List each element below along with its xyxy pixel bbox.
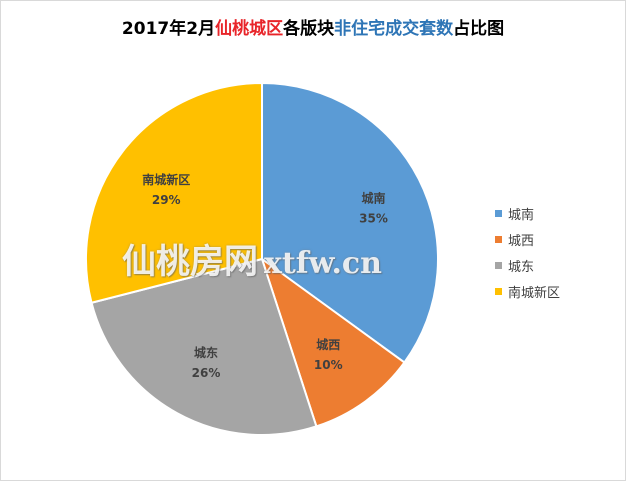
legend-item-1: 城南 (495, 200, 560, 226)
legend-label: 城南 (508, 207, 535, 223)
slice-percent-3: 26% (192, 366, 221, 380)
chart-title: 2017年2月仙桃城区各版块非住宅成交套数占比图 (0, 14, 626, 39)
title-part-date: 2017年2月 (121, 19, 216, 39)
pie-slice-1 (261, 81, 439, 364)
legend-swatch (495, 235, 502, 243)
slice-label-4: 南城新区 (142, 172, 190, 187)
title-part-type: 非住宅成交套数 (334, 19, 454, 39)
slice-label-2: 城西 (316, 337, 340, 352)
slice-percent-2: 10% (314, 358, 343, 372)
legend-item-3: 城东 (495, 252, 560, 278)
legend-swatch (495, 287, 502, 295)
legend-label: 城西 (508, 233, 535, 249)
legend-label: 南城新区 (508, 285, 561, 301)
pie-slice-4 (85, 81, 263, 304)
legend-item-4: 南城新区 (495, 278, 560, 304)
legend-item-2: 城西 (495, 226, 560, 252)
slice-label-3: 城东 (194, 345, 218, 360)
legend-swatch (495, 209, 502, 217)
slice-percent-4: 29% (152, 193, 181, 207)
pie-slice-3 (90, 257, 318, 436)
legend-label: 城东 (508, 259, 535, 275)
pie-slice-2 (260, 256, 406, 428)
legend: 城南城西城东南城新区 (495, 200, 560, 304)
slice-percent-1: 35% (359, 211, 388, 225)
title-part-block: 各版块 (283, 19, 335, 39)
title-part-area: 仙桃城区 (215, 19, 284, 39)
legend-swatch (495, 261, 502, 269)
title-part-suffix: 占比图 (453, 19, 505, 39)
slice-label-1: 城南 (361, 190, 385, 205)
